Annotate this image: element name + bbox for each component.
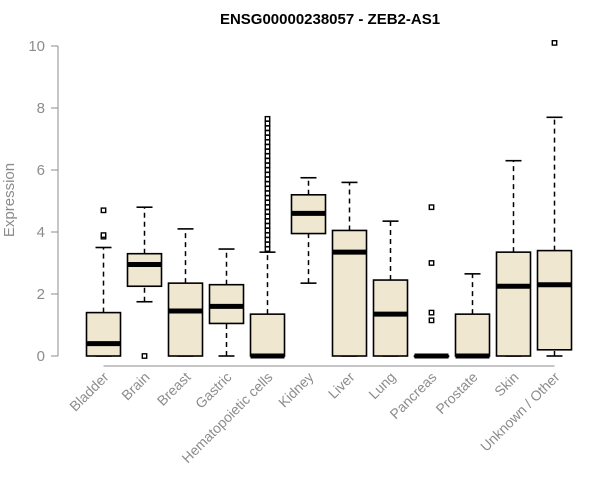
outlier-point	[264, 208, 271, 215]
box-breast	[167, 228, 204, 357]
x-tick-label-liver: Liver	[325, 369, 358, 402]
y-axis-label: Expression	[1, 163, 18, 237]
y-tick-label-2: 2	[37, 286, 45, 303]
outlier-point	[264, 167, 271, 173]
box-skin	[495, 159, 532, 357]
y-tick-label-4: 4	[37, 224, 45, 241]
x-tick-label-kidney: Kidney	[275, 369, 317, 411]
box-pancreas	[413, 204, 450, 359]
outlier-point	[264, 120, 271, 127]
outlier-point	[428, 309, 435, 316]
outlier-point	[264, 218, 271, 225]
y-tick-label-8: 8	[37, 100, 45, 117]
outlier-point	[264, 176, 271, 183]
outlier-point	[264, 204, 271, 211]
box-liver	[331, 181, 368, 357]
outlier-point	[264, 222, 271, 229]
y-tick-label-6: 6	[37, 162, 45, 179]
outlier-point	[264, 143, 271, 150]
box-gastric	[208, 248, 245, 357]
outlier-point	[100, 232, 107, 238]
outlier-point	[264, 246, 271, 252]
iqr-box	[372, 279, 409, 357]
outlier-point	[264, 171, 271, 178]
y-tick-label-10: 10	[28, 38, 45, 55]
iqr-box	[495, 251, 532, 357]
iqr-box	[536, 249, 573, 351]
outlier-point	[264, 139, 271, 145]
iqr-box	[167, 282, 204, 357]
x-tick-label-lung: Lung	[365, 369, 398, 402]
x-tick-label-bladder: Bladder	[66, 369, 112, 415]
outlier-point	[264, 134, 271, 141]
outlier-point	[264, 236, 271, 243]
box-bladder	[85, 207, 122, 357]
iqr-box	[331, 229, 368, 357]
outlier-point	[428, 204, 435, 211]
chart-title: ENSG00000238057 - ZEB2-AS1	[220, 11, 440, 28]
box-lung	[372, 220, 409, 357]
x-tick-label-brain: Brain	[118, 369, 152, 403]
iqr-box	[454, 313, 491, 357]
outlier-point	[141, 353, 148, 359]
outlier-point	[264, 162, 271, 169]
iqr-box	[85, 311, 122, 357]
x-tick-label-breast: Breast	[154, 369, 194, 409]
outlier-point	[264, 194, 271, 201]
outlier-point	[264, 153, 271, 159]
iqr-box	[126, 252, 163, 288]
boxes-group	[85, 40, 573, 359]
outlier-point	[264, 213, 271, 220]
outlier-point	[264, 181, 271, 187]
outlier-point	[264, 232, 271, 238]
outlier-point	[264, 129, 271, 136]
outlier-point	[264, 190, 271, 197]
outlier-point	[428, 317, 435, 324]
outlier-point	[264, 115, 271, 122]
outlier-point	[264, 227, 271, 234]
outlier-point	[428, 260, 435, 266]
outlier-point	[264, 185, 271, 192]
box-hematopoietic-cells	[249, 115, 286, 359]
box-unknown-other	[536, 40, 573, 357]
x-tick-label-prostate: Prostate	[432, 369, 480, 417]
y-axis: 0 2 4 6 8 10	[28, 38, 555, 367]
box-kidney	[290, 176, 327, 284]
box-prostate	[454, 273, 491, 359]
outlier-point	[551, 40, 558, 46]
box-brain	[126, 206, 163, 359]
outlier-point	[264, 199, 271, 206]
outlier-point	[264, 125, 271, 132]
y-tick-label-0: 0	[37, 348, 45, 365]
outlier-point	[264, 148, 271, 155]
iqr-box	[249, 313, 286, 357]
outlier-point	[264, 157, 271, 164]
outlier-point	[264, 241, 271, 248]
outlier-point	[100, 207, 107, 214]
x-tick-label-skin: Skin	[491, 369, 522, 400]
